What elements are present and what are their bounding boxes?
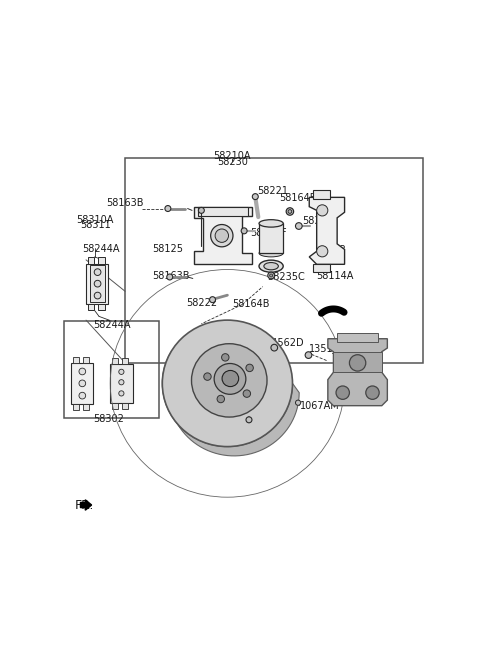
Circle shape [198, 207, 204, 213]
Text: 58244A: 58244A [83, 245, 120, 255]
Polygon shape [83, 357, 89, 363]
Circle shape [317, 246, 328, 257]
Text: 58411B: 58411B [185, 344, 222, 354]
Text: 58302: 58302 [93, 414, 124, 424]
Circle shape [94, 269, 101, 276]
Circle shape [94, 292, 101, 299]
Circle shape [241, 228, 247, 234]
Bar [125, 158, 423, 363]
Text: 58222: 58222 [186, 298, 217, 308]
Polygon shape [112, 403, 118, 409]
Circle shape [167, 274, 173, 280]
Polygon shape [110, 363, 132, 403]
Text: 1351JD: 1351JD [309, 344, 344, 354]
Circle shape [349, 355, 366, 371]
Text: 58164B: 58164B [232, 300, 269, 310]
Text: 58235C: 58235C [267, 272, 305, 282]
Circle shape [271, 344, 277, 351]
Text: 58163B: 58163B [152, 271, 190, 281]
Polygon shape [83, 404, 89, 410]
Circle shape [119, 380, 124, 385]
Polygon shape [122, 403, 129, 409]
Polygon shape [122, 358, 129, 363]
Circle shape [217, 396, 225, 403]
Polygon shape [328, 338, 387, 405]
Polygon shape [71, 363, 94, 404]
Ellipse shape [264, 262, 278, 270]
Text: 58221: 58221 [257, 186, 288, 195]
Circle shape [94, 280, 101, 287]
Circle shape [79, 392, 85, 399]
Circle shape [211, 224, 233, 247]
Polygon shape [337, 333, 378, 342]
Ellipse shape [259, 220, 283, 227]
Circle shape [79, 368, 85, 375]
Polygon shape [112, 358, 118, 363]
Polygon shape [88, 257, 94, 264]
Polygon shape [81, 500, 92, 510]
Circle shape [252, 194, 258, 199]
Polygon shape [90, 266, 106, 302]
Bar [64, 321, 158, 418]
Circle shape [215, 229, 228, 242]
Polygon shape [72, 357, 79, 363]
Circle shape [286, 208, 294, 215]
Text: 58210A: 58210A [214, 151, 251, 161]
Text: FR.: FR. [75, 499, 94, 512]
Circle shape [165, 205, 171, 211]
Text: 58125F: 58125F [250, 228, 287, 238]
Text: 54562D: 54562D [265, 338, 304, 348]
Circle shape [246, 417, 252, 422]
Circle shape [268, 272, 275, 279]
Circle shape [210, 297, 216, 302]
Ellipse shape [162, 320, 292, 447]
Circle shape [288, 210, 292, 213]
Ellipse shape [259, 249, 283, 257]
Circle shape [119, 391, 124, 396]
Text: 1067AM: 1067AM [300, 401, 340, 411]
Circle shape [317, 205, 328, 216]
Circle shape [204, 373, 211, 380]
Text: 58244A: 58244A [94, 320, 131, 331]
Text: 1220FS: 1220FS [239, 420, 275, 431]
Text: 58314: 58314 [302, 216, 333, 226]
Polygon shape [313, 190, 330, 199]
Polygon shape [162, 352, 299, 456]
Circle shape [243, 390, 251, 398]
Text: 58163B: 58163B [106, 198, 144, 208]
Ellipse shape [259, 260, 283, 272]
Circle shape [296, 400, 300, 405]
Text: 58230: 58230 [217, 157, 248, 167]
Polygon shape [313, 264, 330, 272]
Polygon shape [334, 352, 382, 372]
Circle shape [336, 386, 349, 400]
Circle shape [222, 354, 229, 361]
Circle shape [119, 369, 124, 375]
Polygon shape [98, 304, 105, 310]
Polygon shape [72, 404, 79, 410]
Ellipse shape [222, 371, 239, 386]
Circle shape [246, 364, 253, 371]
Circle shape [305, 352, 312, 358]
Text: 58164B: 58164B [279, 193, 317, 203]
Bar [259, 224, 283, 253]
Polygon shape [86, 264, 108, 304]
Text: 58113: 58113 [315, 245, 346, 255]
Text: 58114A: 58114A [317, 271, 354, 281]
Polygon shape [309, 197, 345, 264]
Polygon shape [198, 207, 248, 216]
Polygon shape [194, 207, 252, 264]
Circle shape [79, 380, 85, 386]
Text: 58125: 58125 [152, 245, 183, 255]
Polygon shape [98, 257, 105, 264]
Ellipse shape [214, 363, 246, 394]
Polygon shape [88, 304, 94, 310]
Circle shape [296, 222, 302, 230]
Circle shape [270, 274, 273, 277]
Ellipse shape [192, 344, 267, 417]
Text: 58311: 58311 [80, 220, 111, 230]
Text: 58310A: 58310A [77, 215, 114, 224]
Circle shape [366, 386, 379, 400]
